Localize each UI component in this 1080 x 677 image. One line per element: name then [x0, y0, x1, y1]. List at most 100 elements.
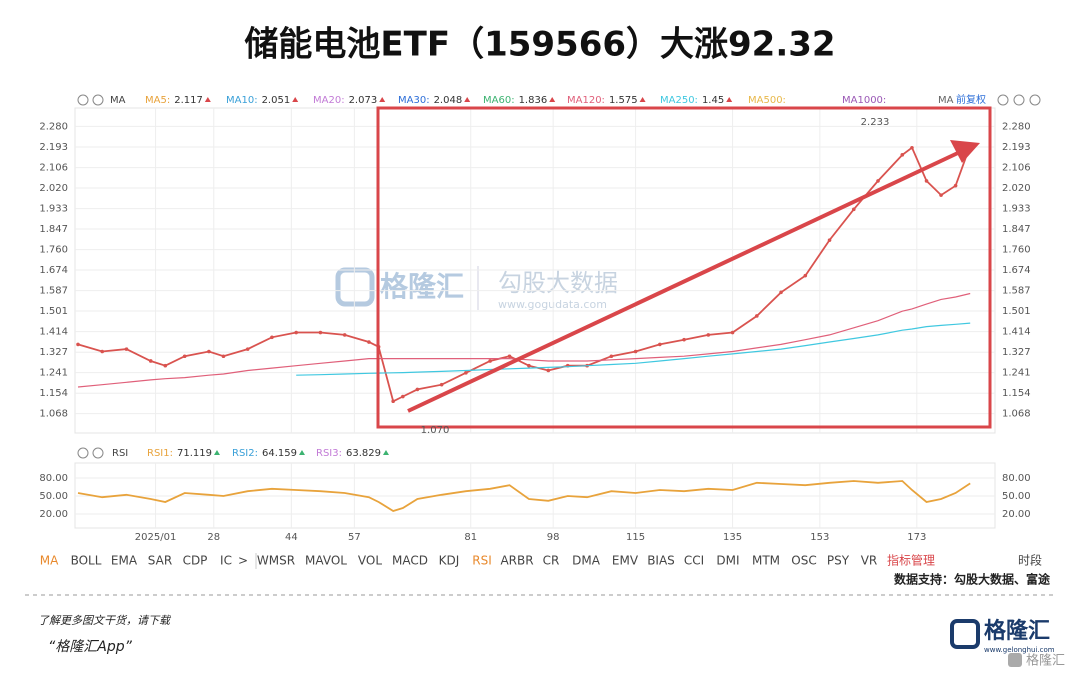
- toolbar-item[interactable]: MA: [40, 554, 59, 568]
- x-tick-label: 2025/01: [135, 532, 177, 543]
- toolbar-item[interactable]: KDJ: [439, 554, 460, 568]
- y-tick-label-right: 1.760: [1002, 245, 1031, 256]
- toolbar-item[interactable]: MAVOL: [305, 554, 347, 568]
- y-tick-label: 1.501: [39, 306, 68, 317]
- y-tick-label-right: 1.068: [1002, 409, 1031, 420]
- indicator-arrow: [382, 450, 389, 455]
- toolbar-item[interactable]: DMI: [716, 554, 739, 568]
- footer-logo-url: www.gelonghui.com: [984, 646, 1055, 654]
- highlight-box: [376, 106, 992, 429]
- toolbar-item[interactable]: BIAS: [647, 554, 675, 568]
- indicator-name: MA10:: [226, 95, 258, 106]
- toolbar-item[interactable]: OSC: [791, 554, 816, 568]
- y-tick-label-right: 80.00: [1002, 473, 1031, 484]
- price-point: [953, 183, 958, 188]
- toolbar-item[interactable]: VOL: [358, 554, 382, 568]
- toolbar: MA BOLL EMA SAR CDP IC > WMSR MAVOL VOL MACD KDJ RSI…: [40, 553, 1042, 569]
- toolbar-item[interactable]: DMA: [572, 554, 601, 568]
- help-icon[interactable]: [997, 94, 1009, 106]
- indicator-name: MA20:: [313, 95, 345, 106]
- indicator-value: 64.159: [262, 448, 297, 459]
- toolbar-item[interactable]: EMA: [111, 554, 138, 568]
- indicator-arrow: [298, 450, 305, 455]
- price-point: [401, 394, 405, 399]
- price-point: [507, 354, 512, 359]
- indicator-name: MA1000:: [842, 95, 886, 106]
- zoom-in-icon[interactable]: [1029, 94, 1041, 106]
- watermark-url: www.gogudata.com: [498, 298, 607, 311]
- toolbar-item[interactable]: CDP: [183, 554, 208, 568]
- y-tick-label: 1.587: [39, 286, 68, 297]
- price-point: [633, 349, 638, 354]
- indicator-value: 1.575: [609, 95, 638, 106]
- y-tick-label: 1.414: [39, 327, 68, 338]
- price-point: [851, 207, 856, 212]
- x-tick-label: 135: [723, 532, 742, 543]
- toolbar-item[interactable]: CR: [543, 554, 560, 568]
- plot-layer: MA MA5: 2.117 MA10: 2.051 MA20: 2.073 MA30: 2.04…: [39, 95, 1030, 543]
- y-tick-label-right: 2.106: [1002, 163, 1031, 174]
- settings-icon[interactable]: [77, 447, 89, 459]
- indicator-value: 71.119: [177, 448, 212, 459]
- series-line: [77, 480, 971, 512]
- toolbar-item[interactable]: >: [238, 554, 248, 568]
- trend-arrow: [407, 150, 961, 413]
- price-point: [245, 347, 250, 351]
- toolbar-item[interactable]: VR: [861, 554, 878, 568]
- indicator-arrow: [639, 97, 646, 102]
- toolbar-item[interactable]: SAR: [148, 554, 172, 568]
- adjust-label[interactable]: 前复权: [956, 93, 986, 106]
- toolbar-item[interactable]: PSY: [827, 554, 850, 568]
- y-tick-label: 50.00: [39, 491, 68, 502]
- series-line: [296, 322, 971, 376]
- y-tick-label: 1.327: [39, 347, 68, 358]
- y-tick-label-right: 1.501: [1002, 306, 1031, 317]
- price-point: [270, 335, 274, 340]
- toolbar-item[interactable]: MTM: [752, 554, 780, 568]
- price-point: [182, 354, 187, 359]
- y-tick-label: 20.00: [39, 509, 68, 520]
- indicator-arrow: [213, 450, 220, 455]
- x-tick-label: 153: [810, 532, 829, 543]
- y-tick-label: 2.193: [39, 142, 68, 153]
- watermark-brand: 格隆汇: [380, 270, 464, 303]
- price-point: [163, 363, 168, 368]
- y-tick-label-right: 20.00: [1002, 509, 1031, 520]
- footer-app: “格隆汇App”: [48, 639, 133, 655]
- zoom-out-icon[interactable]: [1013, 94, 1025, 106]
- high-annotation: 2.233: [861, 117, 890, 128]
- x-tick-label: 44: [285, 532, 298, 543]
- indicator-name: MA250:: [660, 95, 698, 106]
- toolbar-item[interactable]: CCI: [684, 554, 704, 568]
- y-tick-label-right: 1.847: [1002, 224, 1031, 235]
- settings-icon[interactable]: [77, 94, 89, 106]
- close-icon[interactable]: [92, 94, 104, 106]
- toolbar-item[interactable]: 时段: [1018, 553, 1042, 568]
- y-tick-label: 1.154: [39, 388, 68, 399]
- toolbar-item[interactable]: BOLL: [71, 554, 102, 568]
- y-tick-label: 1.068: [39, 409, 68, 420]
- toolbar-item[interactable]: MACD: [392, 554, 428, 568]
- indicator-value: 2.048: [434, 95, 463, 106]
- y-tick-label: 2.020: [39, 183, 68, 194]
- data-source: 数据支持：勾股大数据、富途: [894, 572, 1051, 587]
- price-point: [546, 368, 551, 373]
- y-tick-label-right: 1.327: [1002, 347, 1031, 358]
- corner-icon: [1008, 653, 1022, 667]
- indicator-label: RSI: [112, 448, 128, 459]
- toolbar-item[interactable]: 指标管理: [887, 553, 935, 568]
- watermark-partner: 勾股大数据: [498, 269, 618, 297]
- indicator-value: 1.836: [519, 95, 548, 106]
- toolbar-item[interactable]: RSI: [472, 554, 492, 568]
- price-point: [779, 290, 783, 295]
- toolbar-item[interactable]: WMSR: [257, 554, 295, 568]
- watermark: 格隆汇 勾股大数据 www.gogudata.com: [335, 266, 618, 311]
- y-tick-label-right: 2.020: [1002, 183, 1031, 194]
- toolbar-item[interactable]: EMV: [612, 554, 639, 568]
- y-tick-label-right: 50.00: [1002, 491, 1031, 502]
- indicator-arrow: [204, 97, 211, 102]
- toolbar-item[interactable]: ARBR: [500, 554, 533, 568]
- y-tick-label: 80.00: [39, 473, 68, 484]
- close-icon[interactable]: [92, 447, 104, 459]
- toolbar-item[interactable]: IC: [220, 554, 232, 568]
